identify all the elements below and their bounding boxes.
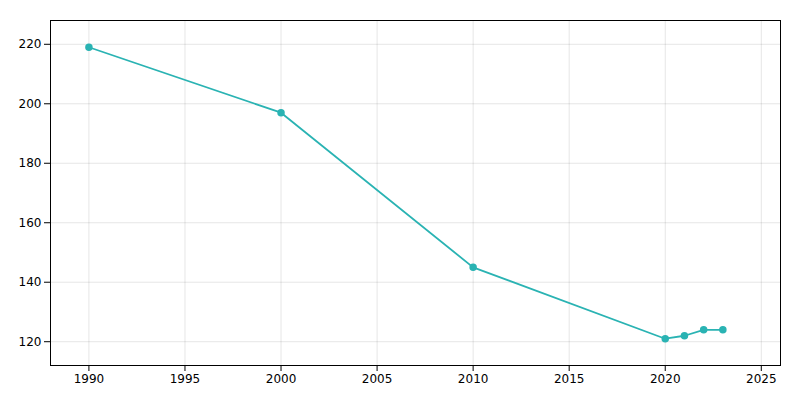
svg-text:2020: 2020 xyxy=(650,372,681,386)
svg-text:2025: 2025 xyxy=(746,372,777,386)
svg-text:220: 220 xyxy=(19,37,42,51)
svg-text:200: 200 xyxy=(19,97,42,111)
svg-text:2000: 2000 xyxy=(266,372,297,386)
svg-text:2010: 2010 xyxy=(458,372,489,386)
svg-text:2005: 2005 xyxy=(362,372,393,386)
svg-text:180: 180 xyxy=(19,156,42,170)
svg-text:1995: 1995 xyxy=(170,372,201,386)
svg-text:120: 120 xyxy=(19,335,42,349)
svg-text:2015: 2015 xyxy=(554,372,585,386)
svg-text:1990: 1990 xyxy=(74,372,105,386)
svg-text:160: 160 xyxy=(19,216,42,230)
svg-text:140: 140 xyxy=(19,275,42,289)
